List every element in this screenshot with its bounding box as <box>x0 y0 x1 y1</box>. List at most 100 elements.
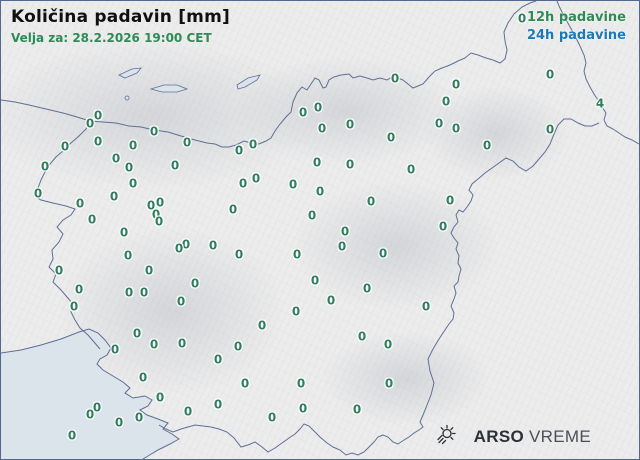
station-value: 0 <box>85 407 95 422</box>
station-value: 0 <box>124 285 134 300</box>
station-value: 0 <box>234 247 244 262</box>
station-value: 0 <box>545 67 555 82</box>
station-value: 0 <box>134 410 144 425</box>
station-value: 0 <box>451 77 461 92</box>
lake-ossiacher <box>118 67 142 79</box>
station-value: 0 <box>190 276 200 291</box>
station-value: 0 <box>67 428 77 443</box>
station-value: 0 <box>384 376 394 391</box>
station-value: 0 <box>124 160 134 175</box>
station-value: 0 <box>170 158 180 173</box>
station-value: 0 <box>345 117 355 132</box>
station-value: 0 <box>213 397 223 412</box>
map-header: Količina padavin [mm] Velja za: 28.2.202… <box>11 7 230 45</box>
station-value: 0 <box>128 176 138 191</box>
brand-vreme: VREME <box>529 427 591 446</box>
station-value: 0 <box>307 208 317 223</box>
station-value: 0 <box>310 273 320 288</box>
station-value: 0 <box>132 326 142 341</box>
station-value: 0 <box>176 294 186 309</box>
legend-24h-padavine[interactable]: 24h padavine <box>526 28 626 43</box>
station-value: 0 <box>345 157 355 172</box>
station-value: 0 <box>155 390 165 405</box>
legend-12h-padavine[interactable]: 12h padavine <box>526 10 626 25</box>
station-value: 0 <box>482 138 492 153</box>
station-value: 4 <box>595 96 605 111</box>
station-value: 0 <box>182 135 192 150</box>
station-value: 0 <box>181 237 191 252</box>
station-value: 0 <box>313 100 323 115</box>
station-value: 0 <box>298 401 308 416</box>
station-value: 0 <box>128 138 138 153</box>
station-value: 0 <box>85 116 95 131</box>
brand-wordmark: ARSO VREME <box>474 427 591 447</box>
station-value: 0 <box>234 143 244 158</box>
station-value: 0 <box>317 121 327 136</box>
station-value: 0 <box>111 151 121 166</box>
station-value: 0 <box>123 248 133 263</box>
lake-klopeiner <box>236 74 261 90</box>
station-value: 0 <box>54 263 64 278</box>
station-value: 0 <box>151 207 161 222</box>
station-value: 0 <box>60 139 70 154</box>
station-value: 0 <box>92 400 102 415</box>
station-value: 0 <box>144 263 154 278</box>
border-italy <box>33 120 101 350</box>
station-value: 0 <box>69 299 79 314</box>
station-value: 0 <box>74 282 84 297</box>
station-value: 0 <box>40 159 50 174</box>
station-value: 0 <box>146 198 156 213</box>
station-value: 0 <box>238 176 248 191</box>
station-value: 0 <box>451 121 461 136</box>
station-value: 0 <box>434 116 444 131</box>
lake-woerthersee <box>149 84 189 93</box>
station-value: 0 <box>267 410 277 425</box>
legend: 12h padavine 24h padavine <box>527 9 626 45</box>
station-value: 0 <box>517 11 527 26</box>
arso-vreme-logo: ARSO VREME <box>434 423 591 451</box>
border-goricko-east <box>556 1 639 145</box>
station-value: 0 <box>233 339 243 354</box>
station-value: 0 <box>441 94 451 109</box>
station-value: 0 <box>110 342 120 357</box>
station-value: 0 <box>366 194 376 209</box>
station-value: 0 <box>114 415 124 430</box>
station-value: 0 <box>155 195 165 210</box>
station-value: 0 <box>545 122 555 137</box>
station-value: 0 <box>326 293 336 308</box>
station-value: 0 <box>138 370 148 385</box>
brand-arso: ARSO <box>473 427 524 446</box>
station-value: 0 <box>406 162 416 177</box>
station-value: 0 <box>421 299 431 314</box>
station-value: 0 <box>438 219 448 234</box>
station-value: 0 <box>240 376 250 391</box>
station-value: 0 <box>177 336 187 351</box>
border-italy-austria <box>1 99 91 122</box>
station-value: 0 <box>213 352 223 367</box>
station-value: 0 <box>149 337 159 352</box>
station-value: 0 <box>357 329 367 344</box>
station-value: 0 <box>362 281 372 296</box>
station-value: 0 <box>315 184 325 199</box>
page-title: Količina padavin [mm] <box>11 7 230 27</box>
station-value: 0 <box>174 241 184 256</box>
station-value: 0 <box>109 189 119 204</box>
station-value: 0 <box>337 239 347 254</box>
station-value: 0 <box>208 238 218 253</box>
station-value: 0 <box>119 225 129 240</box>
station-value: 0 <box>93 108 103 123</box>
sea-polygon <box>1 329 179 459</box>
station-value: 0 <box>445 193 455 208</box>
station-value: 0 <box>257 318 267 333</box>
station-value: 0 <box>340 224 350 239</box>
station-value: 0 <box>93 134 103 149</box>
station-value: 0 <box>154 214 164 229</box>
station-value: 0 <box>296 376 306 391</box>
station-value: 0 <box>291 304 301 319</box>
station-value: 0 <box>87 212 97 227</box>
station-value: 0 <box>75 196 85 211</box>
station-value: 0 <box>183 404 193 419</box>
station-value: 0 <box>228 202 238 217</box>
